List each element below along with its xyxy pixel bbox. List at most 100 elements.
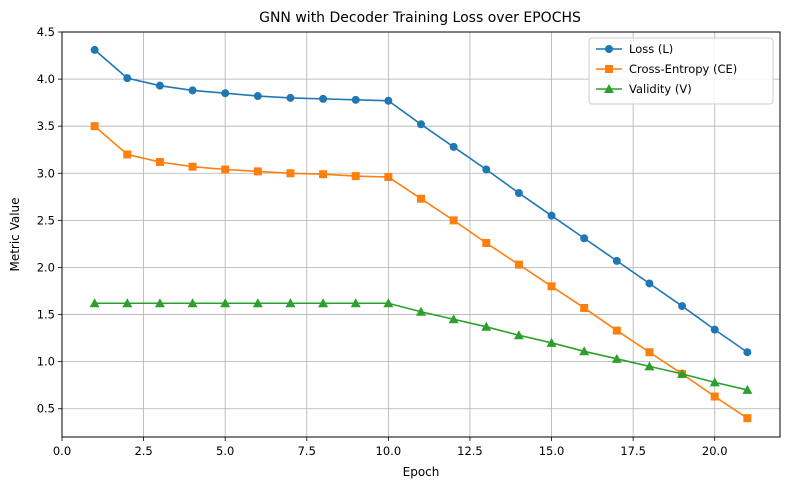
data-point	[546, 337, 557, 347]
y-tick-label: 3.0	[37, 166, 55, 180]
y-tick-label: 2.5	[37, 213, 55, 227]
series-layer	[89, 45, 753, 423]
data-point	[285, 298, 296, 308]
y-tick-label: 4.0	[37, 72, 55, 86]
data-point	[155, 81, 164, 90]
data-point	[383, 298, 394, 308]
data-point	[90, 122, 99, 131]
data-point	[449, 142, 458, 151]
x-tick-label: 10.0	[376, 444, 402, 458]
data-point	[709, 377, 720, 387]
data-point	[187, 298, 198, 308]
data-point	[123, 150, 132, 159]
data-point	[351, 172, 360, 181]
x-axis-label: Epoch	[403, 465, 440, 479]
legend-label: Loss (L)	[629, 42, 673, 56]
legend-label: Validity (V)	[629, 82, 692, 96]
data-point	[743, 348, 752, 357]
data-point	[513, 330, 524, 340]
data-point	[482, 238, 491, 247]
data-point	[579, 346, 590, 356]
data-point	[612, 326, 621, 335]
legend-box	[588, 37, 774, 105]
data-point	[384, 96, 393, 105]
data-point	[154, 298, 165, 308]
data-point	[351, 95, 360, 104]
x-tick-label: 20.0	[702, 444, 728, 458]
data-point	[580, 303, 589, 312]
y-axis-label: Metric Value	[8, 197, 22, 271]
y-tick-label: 3.5	[37, 119, 55, 133]
data-point	[384, 173, 393, 182]
y-tick-label: 1.5	[37, 308, 55, 322]
y-tick-label: 2.0	[37, 260, 55, 274]
x-tick-label: 15.0	[539, 444, 565, 458]
data-point	[286, 93, 295, 102]
y-tick-label: 1.0	[37, 355, 55, 369]
legend-swatch-marker	[604, 84, 614, 93]
legend-swatch-marker	[605, 45, 613, 53]
data-point	[448, 314, 459, 324]
legend: Loss (L) Cross-Entropy (CE) Validity (V)	[588, 37, 774, 105]
data-point	[644, 361, 655, 371]
data-point	[449, 216, 458, 225]
x-tick-label: 2.5	[134, 444, 152, 458]
data-point	[286, 169, 295, 178]
data-point	[220, 298, 231, 308]
data-point	[221, 89, 230, 98]
data-point	[611, 353, 622, 363]
data-point	[188, 162, 197, 171]
data-point	[253, 92, 262, 101]
data-point	[547, 282, 556, 291]
series-1	[90, 45, 752, 357]
data-point	[89, 298, 100, 308]
series-3	[89, 298, 753, 394]
plot-frame	[61, 31, 781, 438]
data-point	[252, 298, 263, 308]
legend-label: Cross-Entropy (CE)	[629, 62, 737, 76]
data-point	[417, 194, 425, 203]
data-point	[90, 45, 99, 54]
data-point	[645, 279, 654, 288]
data-point	[481, 321, 492, 331]
data-point	[710, 325, 719, 334]
data-point	[221, 165, 230, 174]
chart-title: GNN with Decoder Training Loss over EPOC…	[259, 10, 581, 26]
data-point	[678, 302, 687, 311]
data-point	[319, 94, 328, 103]
data-point	[514, 260, 523, 269]
data-point	[742, 384, 753, 394]
data-point	[417, 120, 425, 129]
y-axis-ticks: 0.5 1.0 1.5 2.0 2.5 3.0 3.5 4.0 4.5	[37, 25, 62, 416]
data-point	[482, 165, 491, 174]
y-tick-label: 4.5	[37, 25, 55, 39]
data-point	[122, 298, 133, 308]
x-tick-label: 12.5	[457, 444, 483, 458]
x-tick-label: 0.0	[53, 444, 71, 458]
x-tick-label: 5.0	[216, 444, 234, 458]
legend-item: Loss (L)	[596, 42, 673, 56]
legend-item: Cross-Entropy (CE)	[596, 62, 737, 76]
data-point	[416, 306, 426, 316]
data-point	[350, 298, 361, 308]
data-point	[318, 298, 329, 308]
data-point	[580, 234, 589, 243]
x-tick-label: 17.5	[620, 444, 646, 458]
data-point	[547, 211, 556, 220]
data-point	[710, 392, 719, 401]
x-axis-ticks: 0.0 2.5 5.0 7.5 10.0 12.5 15.0 17.5 20.0	[53, 437, 728, 458]
y-tick-label: 0.5	[37, 402, 55, 416]
data-point	[155, 157, 164, 166]
x-tick-label: 7.5	[298, 444, 316, 458]
data-point	[253, 167, 262, 176]
legend-item: Validity (V)	[596, 82, 692, 96]
data-point	[743, 414, 752, 423]
legend-swatch-marker	[605, 65, 613, 73]
data-point	[612, 256, 621, 265]
data-point	[645, 348, 654, 357]
data-point	[677, 368, 688, 378]
data-point	[188, 86, 197, 95]
data-point	[123, 74, 132, 83]
data-point	[319, 170, 328, 179]
